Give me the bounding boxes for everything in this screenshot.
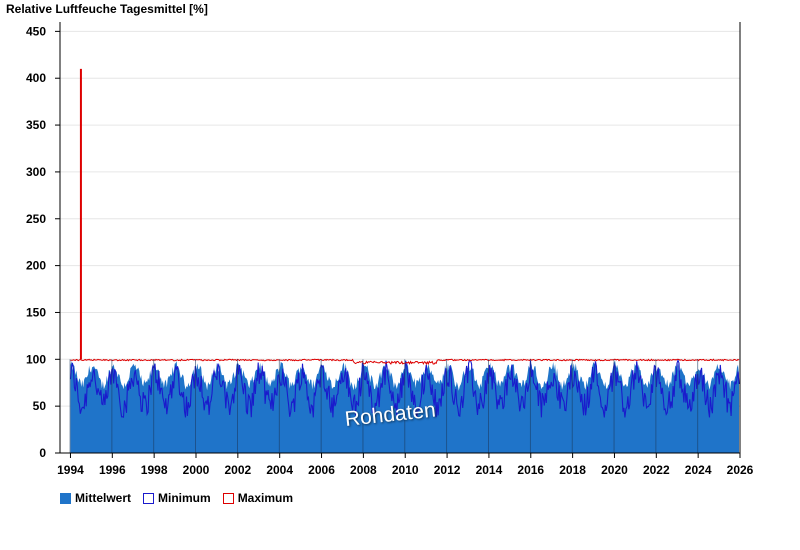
legend-item-maximum: Maximum [222,491,294,505]
y-tick-label: 350 [26,118,46,132]
y-tick-label: 50 [33,399,47,413]
x-tick-label: 1998 [141,463,168,477]
x-tick-labels: 1994 1996 1998 2000 2002 2004 2006 2008 2010 2012… [57,463,754,477]
y-tick-label: 150 [26,305,46,319]
y-tick-label: 450 [26,24,46,38]
legend-swatch [222,492,234,504]
y-tick-label: 400 [26,71,46,85]
legend: Mittelwert Minimum Maximum [60,491,293,505]
x-tick-label: 2006 [308,463,335,477]
y-tick-label: 250 [26,212,46,226]
year-separators [69,359,699,453]
x-tick-label: 2018 [559,463,586,477]
chart-title: Relative Luftfeuche Tagesmittel [%] [6,2,208,16]
x-tick-label: 1994 [57,463,84,477]
legend-item-minimum: Minimum [143,491,211,505]
x-tick-label: 2014 [476,463,503,477]
x-tick-label: 2008 [350,463,377,477]
y-tick-label: 100 [26,352,46,366]
legend-item-mittelwert: Mittelwert [60,491,131,505]
x-tick-label: 2010 [392,463,419,477]
x-tick-label: 2002 [224,463,251,477]
legend-label: Maximum [237,491,294,505]
legend-swatch [60,492,71,504]
x-tick-label: 2024 [685,463,712,477]
legend-label: Mittelwert [75,491,132,505]
x-tick-label: 2020 [601,463,628,477]
maximum-line [70,68,740,366]
legend-label: Minimum [158,491,211,505]
x-tick-label: 2026 [727,463,754,477]
grid-lines [60,30,740,407]
y-tick-label: 200 [26,259,46,273]
x-tick-label: 2004 [266,463,293,477]
y-tick-label: 0 [39,446,46,460]
x-tick-label: 2022 [643,463,670,477]
y-tick-label: 300 [26,165,46,179]
x-tick-label: 2012 [434,463,461,477]
legend-swatch [143,492,155,504]
y-tick-labels: 0 50 100 150 200 250 300 350 400 450 [26,24,46,460]
x-tick-label: 2000 [183,463,210,477]
axes [55,22,741,458]
x-tick-label: 2016 [517,463,544,477]
x-tick-label: 1996 [99,463,126,477]
